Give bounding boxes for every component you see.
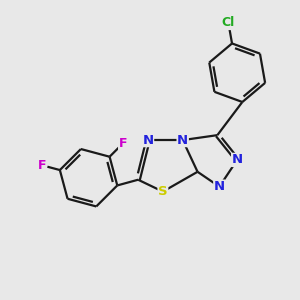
Text: N: N [177,134,188,147]
Text: S: S [158,185,168,198]
Text: N: N [142,134,154,147]
Text: Cl: Cl [222,16,235,29]
Text: N: N [214,180,225,193]
Text: F: F [119,137,127,150]
Text: F: F [38,159,46,172]
Text: N: N [232,153,243,167]
